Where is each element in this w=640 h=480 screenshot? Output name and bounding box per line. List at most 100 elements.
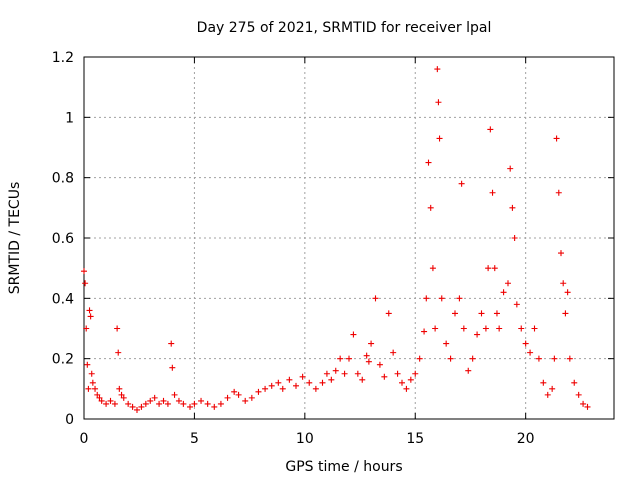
data-point: [94, 391, 101, 398]
data-point: [544, 391, 551, 398]
x-tick-label: 10: [296, 431, 314, 447]
data-point: [84, 361, 91, 368]
data-point: [328, 376, 335, 383]
data-point: [562, 310, 569, 317]
data-point: [180, 400, 187, 407]
data-point: [118, 391, 125, 398]
data-point: [432, 325, 439, 332]
data-point: [443, 340, 450, 347]
y-tick-label: 0.4: [52, 291, 74, 307]
data-point: [92, 385, 99, 392]
data-point: [248, 394, 255, 401]
data-point: [169, 364, 176, 371]
data-point: [231, 388, 238, 395]
data-point: [107, 397, 114, 404]
data-point: [540, 379, 547, 386]
data-point: [211, 403, 218, 410]
data-point: [299, 373, 306, 380]
y-tick-label: 1: [65, 110, 74, 126]
data-point: [511, 235, 518, 241]
data-point: [558, 250, 564, 257]
data-point: [438, 295, 445, 302]
data-point: [98, 397, 105, 404]
data-point: [368, 340, 375, 347]
data-point: [482, 325, 489, 332]
data-point: [286, 376, 293, 383]
x-axis-label: GPS time / hours: [285, 459, 402, 475]
data-point: [224, 394, 231, 401]
data-point: [217, 400, 224, 407]
y-tick-label: 0: [65, 412, 74, 428]
data-point: [549, 385, 556, 392]
data-point: [268, 382, 275, 389]
data-point: [423, 295, 430, 302]
data-point: [509, 204, 516, 211]
data-point: [293, 382, 299, 389]
data-point: [87, 313, 94, 320]
data-point: [522, 340, 529, 347]
data-point: [151, 394, 158, 401]
y-tick-label: 1.2: [52, 50, 74, 66]
data-point: [85, 385, 92, 392]
data-point: [83, 325, 90, 332]
data-point: [434, 66, 441, 73]
data-point: [164, 400, 171, 407]
data-point: [447, 355, 454, 362]
data-point: [460, 325, 467, 332]
data-point: [175, 397, 182, 404]
data-point: [365, 358, 372, 365]
data-point: [171, 391, 178, 398]
data-point: [323, 370, 330, 377]
y-tick-label: 0.2: [52, 352, 74, 368]
data-point: [535, 355, 542, 362]
data-point: [262, 385, 269, 392]
data-point: [332, 367, 339, 374]
grid-lines: [84, 57, 614, 419]
data-point: [255, 388, 262, 395]
chart-title: Day 275 of 2021, SRMTID for receiver lpa…: [197, 20, 492, 36]
data-points: [81, 66, 591, 413]
data-point: [319, 379, 326, 386]
data-point: [354, 370, 361, 377]
data-point: [306, 379, 313, 386]
data-point: [458, 180, 465, 187]
data-point: [412, 370, 419, 377]
data-point: [456, 295, 463, 302]
data-point: [496, 325, 503, 332]
data-point: [187, 403, 193, 410]
data-point: [279, 385, 286, 392]
data-point: [88, 370, 95, 377]
data-point: [350, 331, 357, 338]
data-point: [147, 397, 154, 404]
data-point: [394, 370, 401, 377]
data-point: [452, 310, 458, 317]
data-point: [381, 373, 388, 380]
data-point: [168, 340, 175, 347]
data-point: [204, 400, 211, 407]
data-point: [505, 280, 511, 287]
data-point: [429, 265, 436, 272]
data-point: [518, 325, 525, 332]
data-point: [485, 265, 492, 272]
data-point: [312, 385, 319, 392]
data-point: [120, 394, 127, 401]
data-point: [487, 126, 494, 133]
data-point: [103, 400, 110, 407]
data-point: [551, 355, 558, 362]
data-point: [96, 394, 103, 401]
data-point: [275, 379, 282, 386]
x-tick-label: 15: [406, 431, 424, 447]
data-point: [138, 403, 145, 410]
data-point: [390, 349, 397, 356]
data-point: [372, 295, 379, 302]
data-point: [81, 268, 87, 275]
data-point: [89, 379, 96, 386]
data-point: [469, 355, 476, 362]
data-point: [116, 385, 123, 392]
data-point: [363, 352, 370, 359]
data-point: [465, 367, 472, 374]
data-point: [341, 370, 348, 377]
data-point: [531, 325, 538, 332]
x-tick-label: 20: [517, 431, 535, 447]
